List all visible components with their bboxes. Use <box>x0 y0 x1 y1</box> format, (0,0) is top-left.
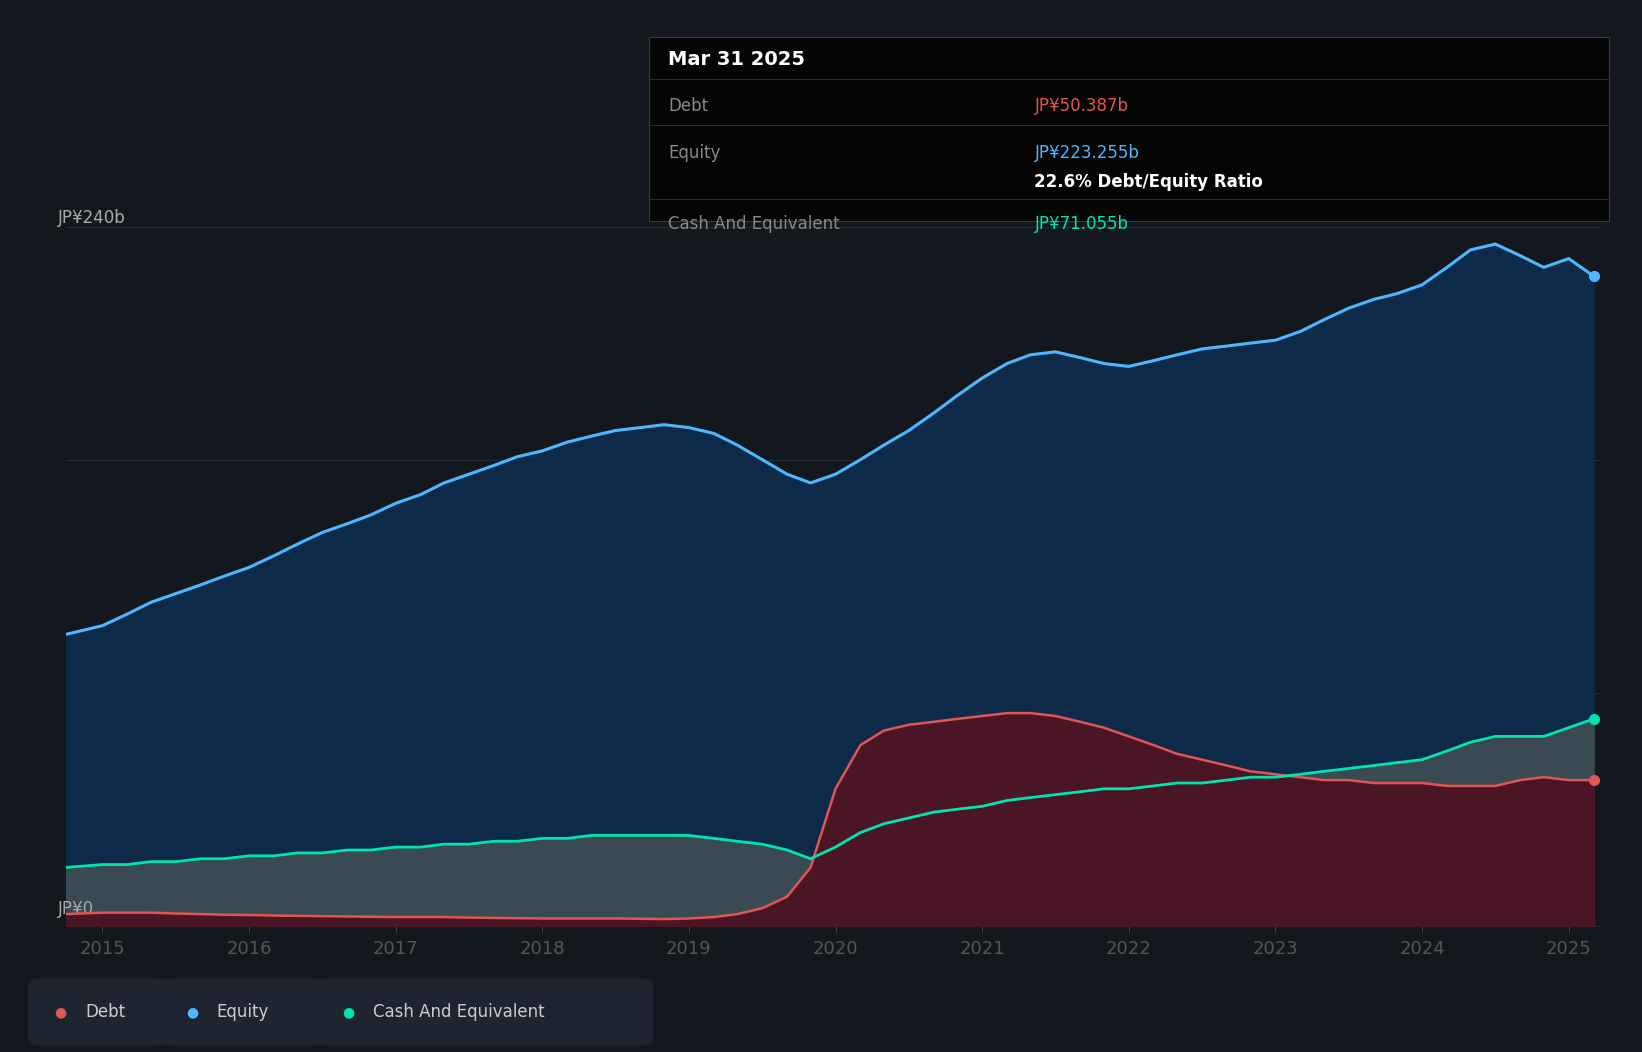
Text: Debt: Debt <box>668 97 708 116</box>
Text: Equity: Equity <box>668 143 721 162</box>
Text: JP¥240b: JP¥240b <box>57 208 126 226</box>
Text: JP¥223.255b: JP¥223.255b <box>1034 143 1140 162</box>
Text: ●: ● <box>186 1005 199 1019</box>
Text: ●: ● <box>54 1005 67 1019</box>
Text: 22.6% Debt/Equity Ratio: 22.6% Debt/Equity Ratio <box>1034 173 1263 191</box>
Text: ●: ● <box>342 1005 355 1019</box>
Text: Mar 31 2025: Mar 31 2025 <box>668 50 805 69</box>
Text: Cash And Equivalent: Cash And Equivalent <box>668 215 841 234</box>
Text: JP¥71.055b: JP¥71.055b <box>1034 215 1128 234</box>
Text: JP¥0: JP¥0 <box>57 901 94 918</box>
Text: JP¥50.387b: JP¥50.387b <box>1034 97 1128 116</box>
Text: Cash And Equivalent: Cash And Equivalent <box>373 1003 545 1021</box>
Text: Equity: Equity <box>217 1003 269 1021</box>
Text: Debt: Debt <box>85 1003 125 1021</box>
